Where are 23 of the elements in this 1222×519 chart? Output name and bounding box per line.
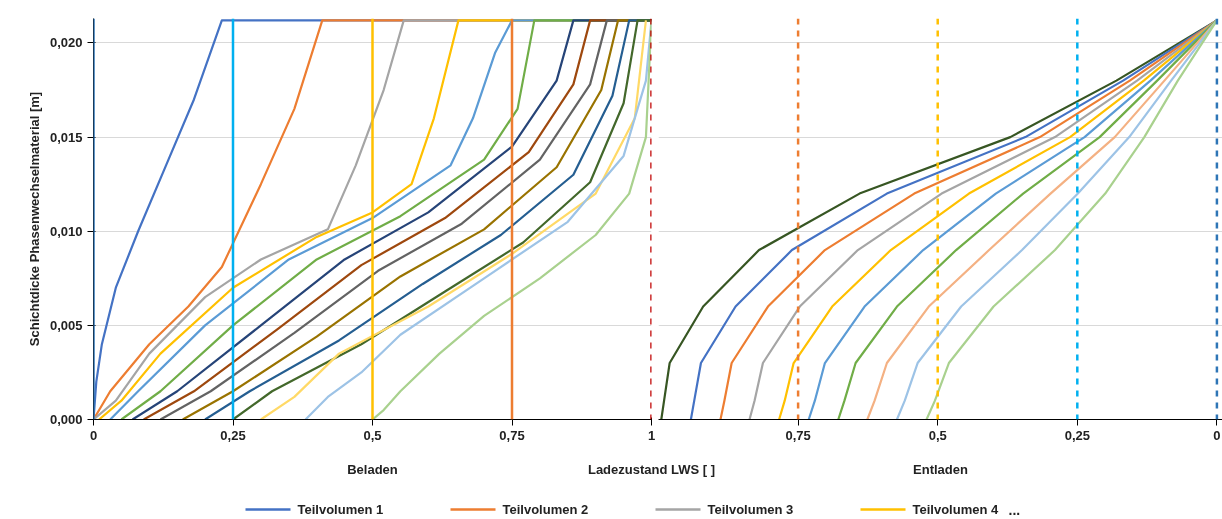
text: ... [1008,501,1021,518]
legend-label: Teilvolumen 4 [912,502,999,517]
x-tick-label: 0,5 [928,427,947,443]
x-tick-label: 0 [1213,427,1221,443]
x-axis-title: Entladen [913,462,969,477]
x-tick-label: 0,75 [785,427,811,443]
legend-label: Teilvolumen 3 [707,502,794,517]
x-tick-label: 0,75 [499,427,525,443]
text: Ladezustand LWS [ ] [587,462,716,477]
x-tick-label: 0,25 [1064,427,1090,443]
y-tick-label: 0,010 [49,223,83,239]
y-axis-title: Schichtdicke Phasenwechselmaterial [m] [26,91,42,347]
legend-label: Teilvolumen 1 [297,502,384,517]
x-tick-label: 0,5 [363,427,382,443]
legend-label: Teilvolumen 2 [502,502,589,517]
y-tick-label: 0,000 [49,412,83,427]
y-tick-label: 0,020 [49,35,83,51]
x-axis-title: Beladen [347,462,398,477]
x-tick-label: 0,25 [220,427,246,443]
x-tick-label: 1 [647,427,656,443]
x-tick-label: 0 [89,427,98,443]
y-tick-label: 0,005 [49,317,83,333]
y-tick-label: 0,015 [49,129,83,145]
